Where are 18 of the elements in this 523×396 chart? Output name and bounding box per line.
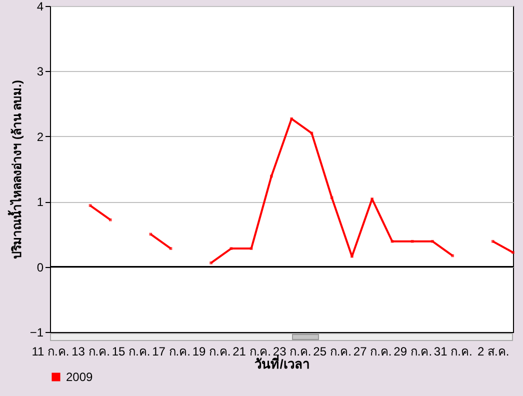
y-tick-label: 2 bbox=[36, 130, 44, 144]
y-tick-label: 3 bbox=[36, 64, 44, 79]
x-tick-label: 29 ก.ค. bbox=[394, 344, 432, 358]
x-tick-label: 19 ก.ค. bbox=[192, 344, 231, 358]
y-tick-label: 4 bbox=[36, 0, 44, 14]
y-tick-label: 1 bbox=[36, 195, 44, 210]
x-tick-label: 13 ก.ค. bbox=[72, 344, 110, 358]
x-tick-label: 15 ก.ค. bbox=[112, 344, 150, 358]
x-tick-label: 2 ส.ค. bbox=[478, 344, 510, 358]
x-tick-label: 27 ก.ค. bbox=[353, 344, 392, 358]
x-tick-label: 25 ก.ค. bbox=[313, 344, 352, 358]
y-tick-label: 0 bbox=[36, 260, 44, 274]
y-axis-title: ปริมาณน้ำไหลลงอ่างฯ (ล้าน ลบม.) bbox=[6, 80, 24, 259]
legend-label: 2009 bbox=[66, 370, 94, 384]
x-tick-label: 31 ก.ค. bbox=[434, 344, 472, 358]
x-tick-label: 11 ก.ค. bbox=[32, 344, 70, 358]
y-tick-label: −1 bbox=[30, 326, 44, 340]
x-tick-label: 17 ก.ค. bbox=[152, 344, 190, 358]
